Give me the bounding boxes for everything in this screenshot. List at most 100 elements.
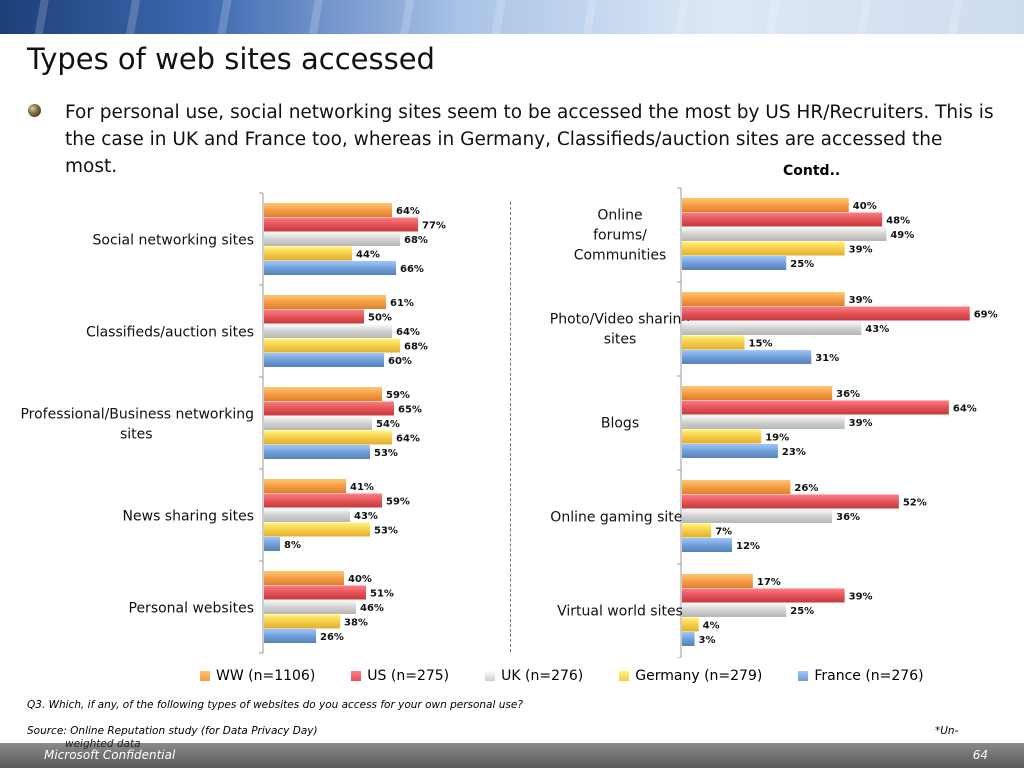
- legend-item-uk: UK (n=276): [485, 668, 583, 684]
- bar-online-forums-communities-uk: [682, 227, 887, 241]
- data-label-online-gaming-sites-france: 12%: [736, 541, 760, 552]
- bar-virtual-world-sites-uk: [682, 603, 787, 617]
- bar-news-sharing-sites-uk: [264, 508, 350, 522]
- source-text: Source: Online Reputation study (for Dat…: [27, 725, 318, 737]
- bar-classifieds-auction-sites-us: [264, 309, 364, 324]
- data-label-personal-websites-us: 51%: [370, 589, 394, 600]
- data-label-online-gaming-sites-us: 52%: [903, 498, 927, 509]
- data-label-online-forums-communities-germany: 39%: [849, 245, 873, 256]
- data-label-online-forums-communities-ww: 40%: [853, 201, 877, 212]
- bar-classifieds-auction-sites-germany: [264, 338, 400, 353]
- data-label-virtual-world-sites-uk: 25%: [790, 606, 814, 617]
- bar-photo-video-sharing-sites-uk: [682, 321, 862, 335]
- contd-label: Contd..: [783, 163, 841, 179]
- data-label-social-networking-sites-ww: 64%: [396, 206, 420, 217]
- data-label-virtual-world-sites-germany: 4%: [703, 621, 720, 632]
- data-label-personal-websites-ww: 40%: [348, 574, 372, 585]
- data-label-online-gaming-sites-uk: 36%: [836, 512, 860, 523]
- data-label-blogs-france: 23%: [782, 447, 806, 458]
- bar-virtual-world-sites-us: [682, 588, 845, 603]
- legend-item-germany: Germany (n=279): [619, 668, 762, 684]
- data-label-professional-business-networking-sites-uk: 54%: [376, 419, 400, 430]
- legend-swatch-france: [798, 671, 809, 681]
- bar-social-networking-sites-uk: [264, 232, 400, 246]
- legend-label-germany: Germany (n=279): [635, 668, 763, 684]
- bar-social-networking-sites-us: [264, 217, 418, 232]
- data-label-blogs-uk: 39%: [849, 418, 873, 429]
- bar-personal-websites-ww: [264, 571, 344, 585]
- bar-professional-business-networking-sites-us: [264, 401, 394, 416]
- data-label-news-sharing-sites-france: 8%: [284, 540, 301, 551]
- bar-news-sharing-sites-germany: [264, 522, 370, 537]
- bar-news-sharing-sites-ww: [264, 479, 346, 493]
- data-label-online-gaming-sites-germany: 7%: [715, 527, 732, 538]
- bar-classifieds-auction-sites-ww: [264, 295, 386, 309]
- data-label-virtual-world-sites-france: 3%: [699, 635, 716, 646]
- legend-swatch-ww: [200, 671, 210, 681]
- data-label-personal-websites-france: 26%: [320, 632, 344, 643]
- data-label-classifieds-auction-sites-uk: 64%: [396, 327, 420, 338]
- data-label-blogs-ww: 36%: [836, 389, 860, 400]
- data-label-news-sharing-sites-us: 59%: [386, 497, 410, 508]
- bar-news-sharing-sites-france: [264, 537, 280, 551]
- bar-online-gaming-sites-germany: [682, 523, 712, 538]
- category-label-online-forums-communities-line1: Online: [597, 207, 642, 223]
- legend-swatch-uk: [485, 671, 496, 681]
- bar-classifieds-auction-sites-france: [264, 353, 384, 367]
- bar-online-gaming-sites-ww: [682, 480, 791, 494]
- category-label-photo-video-sharing-sites-line1: Photo/Video sharing: [550, 311, 690, 327]
- legend-label-uk: UK (n=276): [501, 668, 584, 684]
- bar-classifieds-auction-sites-uk: [264, 324, 392, 338]
- data-label-photo-video-sharing-sites-germany: 15%: [749, 339, 773, 350]
- bar-professional-business-networking-sites-germany: [264, 430, 392, 445]
- bullet-text: For personal use, social networking site…: [65, 102, 994, 177]
- chart-right: Online forums/Communities 40% 48% 49% 39% 25% P…: [550, 187, 998, 658]
- data-label-online-forums-communities-us: 48%: [886, 216, 910, 227]
- data-label-professional-business-networking-sites-ww: 59%: [386, 390, 410, 401]
- bar-virtual-world-sites-france: [682, 632, 695, 646]
- data-label-social-networking-sites-france: 66%: [400, 264, 424, 275]
- bar-personal-websites-uk: [264, 600, 356, 614]
- note-text: *Un-: [935, 725, 959, 737]
- bar-photo-video-sharing-sites-germany: [682, 335, 745, 350]
- data-label-virtual-world-sites-ww: 17%: [757, 577, 781, 588]
- data-label-news-sharing-sites-germany: 53%: [374, 526, 398, 537]
- chart-divider: [510, 202, 511, 652]
- legend-label-us: US (n=275): [367, 668, 450, 684]
- bar-blogs-us: [682, 400, 949, 415]
- category-label-professional-business-networking-sites-line1: Professional/Business networking: [20, 406, 254, 422]
- bar-blogs-uk: [682, 415, 845, 429]
- data-label-social-networking-sites-us: 77%: [422, 221, 446, 232]
- bar-online-gaming-sites-us: [682, 494, 899, 509]
- data-label-professional-business-networking-sites-france: 53%: [374, 448, 398, 459]
- question-text: Q3. Which, if any, of the following type…: [27, 699, 523, 711]
- bar-personal-websites-us: [264, 585, 366, 600]
- data-label-blogs-us: 64%: [953, 404, 977, 415]
- page-title: Types of web sites accessed: [27, 42, 435, 76]
- bar-photo-video-sharing-sites-us: [682, 306, 970, 321]
- data-label-photo-video-sharing-sites-us: 69%: [974, 310, 998, 321]
- bar-social-networking-sites-ww: [264, 203, 392, 217]
- category-label-professional-business-networking-sites-line2: sites: [120, 426, 153, 442]
- bar-online-gaming-sites-france: [682, 538, 733, 552]
- data-label-social-networking-sites-germany: 44%: [356, 250, 380, 261]
- bar-professional-business-networking-sites-ww: [264, 387, 382, 401]
- legend-item-france: France (n=276): [798, 668, 924, 684]
- data-label-blogs-germany: 19%: [765, 433, 789, 444]
- category-label-online-forums-communities-line3: Communities: [574, 247, 667, 263]
- data-label-news-sharing-sites-ww: 41%: [350, 482, 374, 493]
- bar-online-forums-communities-ww: [682, 198, 849, 212]
- data-label-classifieds-auction-sites-germany: 68%: [404, 342, 428, 353]
- chart-legend: WW (n=1106) US (n=275) UK (n=276) Germany (…: [200, 665, 924, 687]
- bar-social-networking-sites-germany: [264, 246, 352, 261]
- data-label-professional-business-networking-sites-germany: 64%: [396, 434, 420, 445]
- bar-online-forums-communities-france: [682, 256, 787, 270]
- legend-label-france: France (n=276): [814, 668, 924, 684]
- bar-photo-video-sharing-sites-ww: [682, 292, 845, 306]
- data-label-online-gaming-sites-ww: 26%: [794, 483, 818, 494]
- data-label-virtual-world-sites-us: 39%: [849, 592, 873, 603]
- bar-blogs-ww: [682, 386, 833, 400]
- page-number: 64: [972, 748, 988, 762]
- category-label-virtual-world-sites: Virtual world sites: [557, 603, 683, 619]
- data-label-personal-websites-uk: 46%: [360, 603, 384, 614]
